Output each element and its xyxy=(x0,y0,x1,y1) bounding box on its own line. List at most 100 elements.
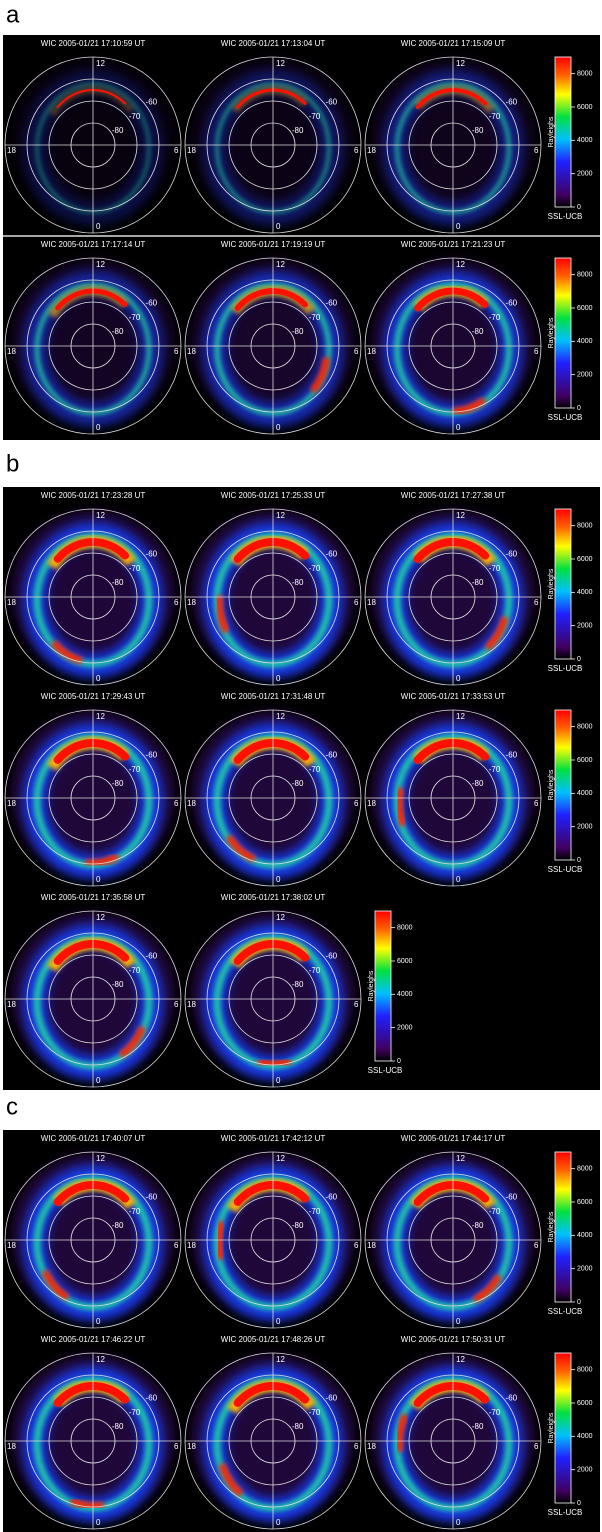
mlt-label: 12 xyxy=(96,59,105,68)
mlt-label: 12 xyxy=(96,913,105,922)
mlt-label: 18 xyxy=(7,1000,16,1009)
latitude-label: -70 xyxy=(129,112,141,121)
latitude-label: -70 xyxy=(489,564,501,573)
colorbar-tick-label: 2000 xyxy=(577,1467,593,1474)
page: {"panels": [ {"label": "a", "rows": [ ["… xyxy=(0,0,602,1532)
colorbar-tick-label: 8000 xyxy=(397,925,413,932)
colorbar-tick-label: 6000 xyxy=(577,1400,593,1407)
frame-title: WIC 2005-01/21 17:35:58 UT xyxy=(41,893,146,902)
mlt-label: 18 xyxy=(187,1241,196,1250)
mlt-label: 0 xyxy=(456,674,461,683)
colorbar-tick-label: 2000 xyxy=(577,623,593,630)
mlt-label: 12 xyxy=(96,1154,105,1163)
latitude-label: -80 xyxy=(112,327,124,336)
mlt-label: 6 xyxy=(174,1241,179,1250)
mlt-label: 0 xyxy=(456,1317,461,1326)
frame-title: WIC 2005-01/21 17:46:22 UT xyxy=(41,1335,146,1344)
colorbar-tick-label: 0 xyxy=(577,204,581,211)
frame-title: WIC 2005-01/21 17:27:38 UT xyxy=(401,491,506,500)
mlt-label: 18 xyxy=(187,1000,196,1009)
latitude-label: -80 xyxy=(112,779,124,788)
mlt-label: 18 xyxy=(7,799,16,808)
colorbar-credit: SSL-UCB xyxy=(368,1066,403,1075)
latitude-label: -60 xyxy=(146,299,158,308)
colorbar-tick-label: 4000 xyxy=(577,137,593,144)
frame-title: WIC 2005-01/21 17:38:02 UT xyxy=(221,893,326,902)
colorbar xyxy=(555,57,571,207)
latitude-label: -80 xyxy=(112,980,124,989)
mlt-label: 12 xyxy=(456,59,465,68)
mlt-label: 0 xyxy=(456,875,461,884)
colorbar-tick-label: 6000 xyxy=(397,958,413,965)
mlt-label: 6 xyxy=(174,1000,179,1009)
mlt-label: 6 xyxy=(174,146,179,155)
latitude-label: -70 xyxy=(489,313,501,322)
latitude-label: -70 xyxy=(309,1408,321,1417)
frame-title: WIC 2005-01/21 17:50:31 UT xyxy=(401,1335,506,1344)
mlt-label: 12 xyxy=(276,511,285,520)
mlt-label: 6 xyxy=(174,598,179,607)
mlt-label: 0 xyxy=(276,1518,281,1527)
colorbar-tick-label: 4000 xyxy=(577,790,593,797)
mlt-label: 18 xyxy=(367,598,376,607)
latitude-label: -70 xyxy=(489,1408,501,1417)
latitude-label: -80 xyxy=(292,1221,304,1230)
latitude-label: -60 xyxy=(506,1394,518,1403)
colorbar-tick-label: 2000 xyxy=(577,824,593,831)
latitude-label: -80 xyxy=(292,1422,304,1431)
colorbar-label: Rayleighs xyxy=(548,769,555,800)
colorbar-tick-label: 4000 xyxy=(577,338,593,345)
latitude-label: -60 xyxy=(326,1193,338,1202)
panel-label: c xyxy=(6,1093,18,1120)
colorbar-tick-label: 4000 xyxy=(577,589,593,596)
mlt-label: 0 xyxy=(456,222,461,231)
colorbar-tick-label: 0 xyxy=(577,656,581,663)
colorbar-label: Rayleighs xyxy=(548,317,555,348)
latitude-label: -70 xyxy=(309,564,321,573)
mlt-label: 12 xyxy=(456,712,465,721)
frame-title: WIC 2005-01/21 17:25:33 UT xyxy=(221,491,326,500)
mlt-label: 0 xyxy=(96,423,101,432)
latitude-label: -60 xyxy=(326,751,338,760)
latitude-label: -80 xyxy=(112,578,124,587)
mlt-label: 0 xyxy=(96,674,101,683)
mlt-label: 6 xyxy=(174,347,179,356)
mlt-label: 0 xyxy=(96,875,101,884)
mlt-label: 12 xyxy=(96,260,105,269)
frame-title: WIC 2005-01/21 17:42:12 UT xyxy=(221,1134,326,1143)
colorbar-tick-label: 0 xyxy=(577,1500,581,1507)
latitude-label: -60 xyxy=(146,1394,158,1403)
colorbar-tick-label: 2000 xyxy=(577,171,593,178)
mlt-label: 18 xyxy=(187,799,196,808)
latitude-label: -80 xyxy=(472,126,484,135)
frame-title: WIC 2005-01/21 17:23:28 UT xyxy=(41,491,146,500)
mlt-label: 6 xyxy=(354,799,359,808)
mlt-label: 6 xyxy=(354,347,359,356)
frame-title: WIC 2005-01/21 17:48:26 UT xyxy=(221,1335,326,1344)
mlt-label: 6 xyxy=(354,1241,359,1250)
panel-label: b xyxy=(6,450,19,477)
colorbar-tick-label: 6000 xyxy=(577,305,593,312)
mlt-label: 18 xyxy=(367,146,376,155)
mlt-label: 6 xyxy=(354,598,359,607)
latitude-label: -80 xyxy=(292,126,304,135)
mlt-label: 6 xyxy=(534,347,539,356)
frame-title: WIC 2005-01/21 17:17:14 UT xyxy=(41,240,146,249)
mlt-label: 12 xyxy=(456,260,465,269)
frame-title: WIC 2005-01/21 17:33:53 UT xyxy=(401,692,506,701)
colorbar-tick-label: 8000 xyxy=(577,1166,593,1173)
mlt-label: 6 xyxy=(534,1442,539,1451)
mlt-label: 0 xyxy=(276,674,281,683)
latitude-label: -70 xyxy=(309,1207,321,1216)
colorbar-tick-label: 2000 xyxy=(577,1266,593,1273)
latitude-label: -70 xyxy=(129,966,141,975)
colorbar-credit: SSL-UCB xyxy=(548,1307,583,1316)
latitude-label: -70 xyxy=(309,313,321,322)
mlt-label: 6 xyxy=(534,598,539,607)
mlt-label: 18 xyxy=(367,799,376,808)
aurora-spot xyxy=(219,1222,222,1259)
latitude-label: -60 xyxy=(146,751,158,760)
colorbar-tick-label: 6000 xyxy=(577,104,593,111)
frame-title: WIC 2005-01/21 17:19:19 UT xyxy=(221,240,326,249)
latitude-label: -70 xyxy=(129,313,141,322)
